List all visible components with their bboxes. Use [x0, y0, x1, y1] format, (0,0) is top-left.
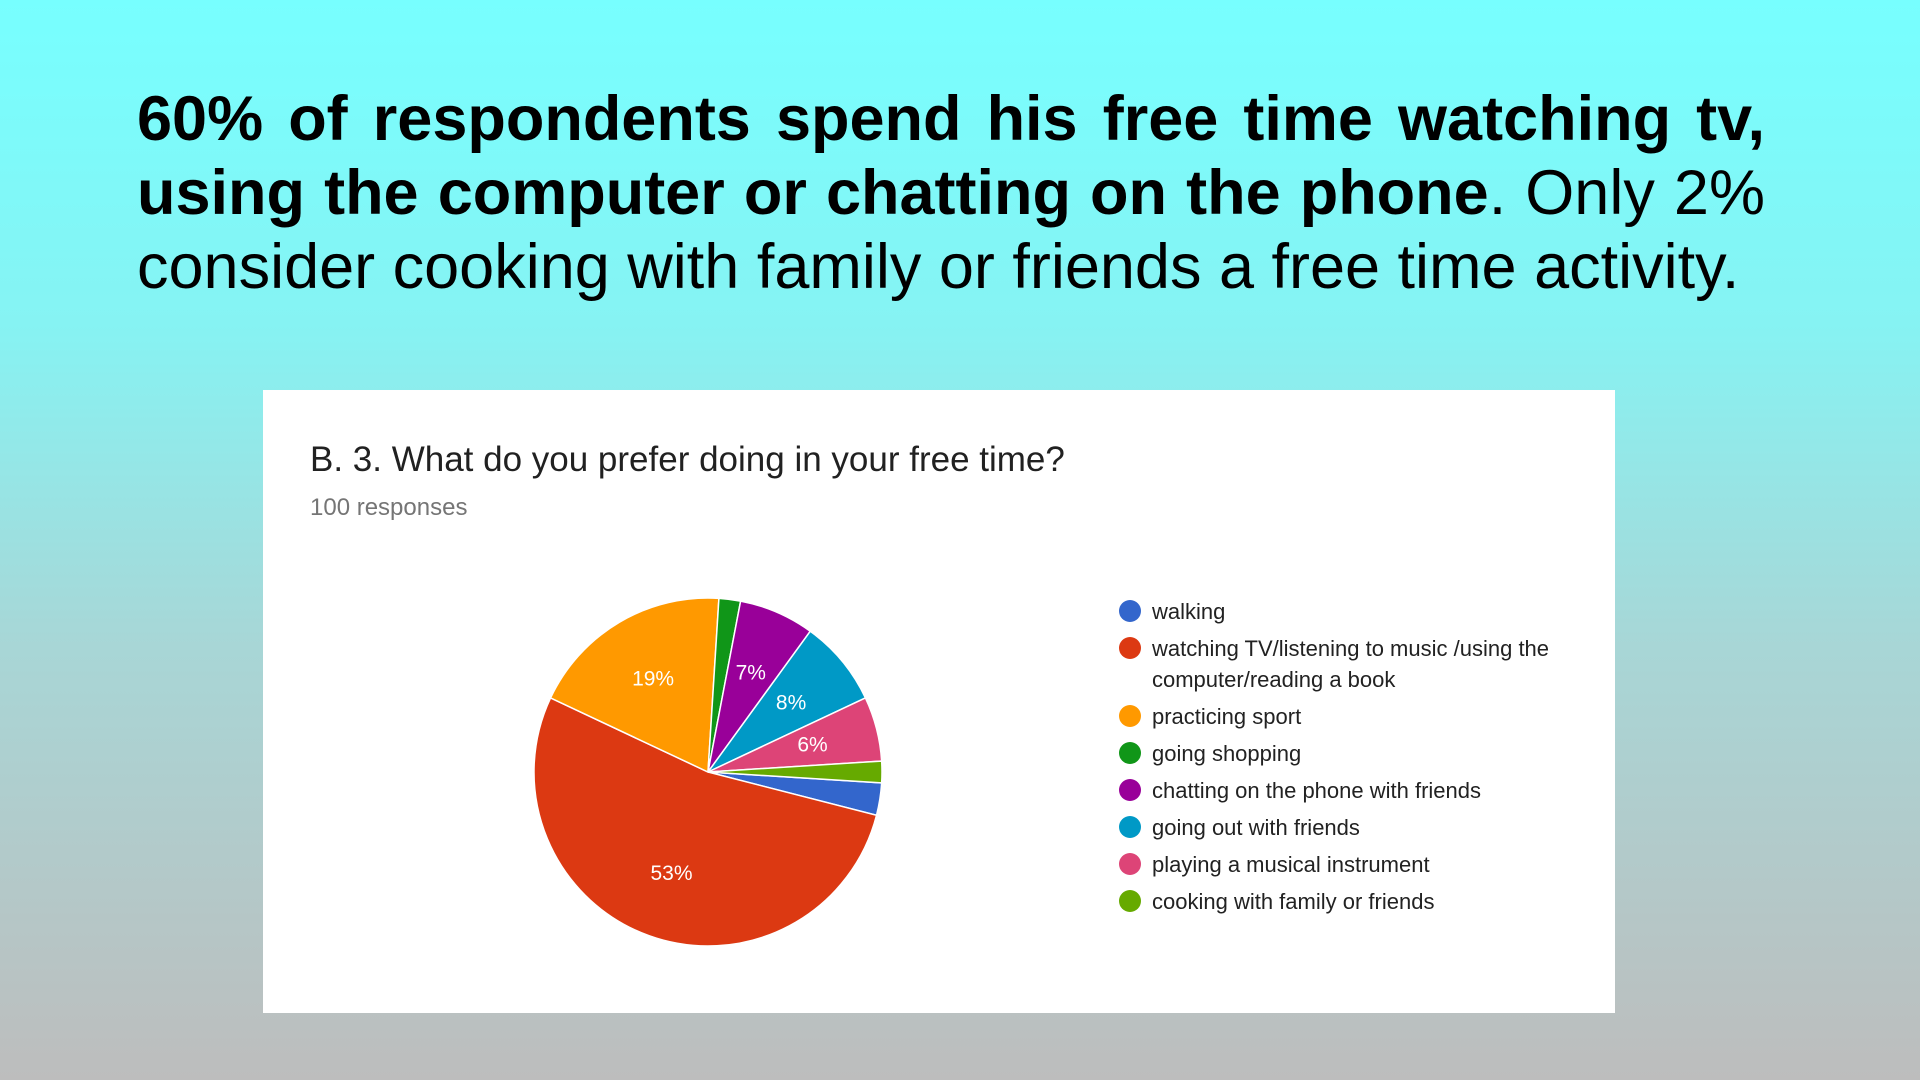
legend-item: walking	[1119, 596, 1579, 627]
legend-item: practicing sport	[1119, 701, 1579, 732]
legend-swatch	[1119, 600, 1141, 622]
legend-swatch	[1119, 890, 1141, 912]
legend-item: playing a musical instrument	[1119, 849, 1579, 880]
headline-rest-text: . Only 2% consider cooking with family o…	[137, 158, 1765, 302]
chart-title: B. 3. What do you prefer doing in your f…	[310, 440, 1065, 479]
legend-label: going shopping	[1152, 741, 1302, 766]
legend-label: going out with friends	[1152, 815, 1360, 840]
slice-label-5: 7%	[736, 662, 766, 685]
slice-label-6: 8%	[776, 692, 806, 715]
response-count: 100 responses	[310, 494, 468, 521]
legend-item: chatting on the phone with friends	[1119, 775, 1579, 806]
pie-slice-2	[533, 696, 878, 947]
pie-slice-8	[707, 760, 883, 784]
legend-item: going shopping	[1119, 738, 1579, 769]
slice-label-3: 19%	[632, 668, 674, 691]
pie-slice-3	[549, 597, 720, 774]
legend-swatch	[1119, 779, 1141, 801]
legend-swatch	[1119, 853, 1141, 875]
chart-card: B. 3. What do you prefer doing in your f…	[263, 390, 1615, 1013]
legend-item: cooking with family or friends	[1119, 886, 1579, 917]
legend-label: practicing sport	[1152, 704, 1302, 729]
legend-swatch	[1119, 705, 1141, 727]
slice-label-2: 53%	[650, 862, 692, 885]
legend-swatch	[1119, 637, 1141, 659]
legend-item: going out with friends	[1119, 812, 1579, 843]
slice-label-7: 6%	[797, 734, 827, 757]
headline-bold-text: 60% of respondents spend his free time w…	[137, 84, 1765, 228]
chart-legend: walking watching TV/listening to music /u…	[1119, 596, 1579, 923]
headline: 60% of respondents spend his free time w…	[137, 82, 1765, 304]
legend-label: cooking with family or friends	[1152, 889, 1435, 914]
legend-swatch	[1119, 742, 1141, 764]
legend-item: watching TV/listening to music /using th…	[1119, 633, 1579, 695]
legend-label: walking	[1152, 599, 1226, 624]
legend-swatch	[1119, 816, 1141, 838]
legend-label: chatting on the phone with friends	[1152, 778, 1482, 803]
legend-label: playing a musical instrument	[1152, 852, 1430, 877]
pie-chart: 53% 19% 7% 8% 6%	[533, 597, 883, 947]
legend-label: watching TV/listening to music /using th…	[1152, 636, 1550, 692]
